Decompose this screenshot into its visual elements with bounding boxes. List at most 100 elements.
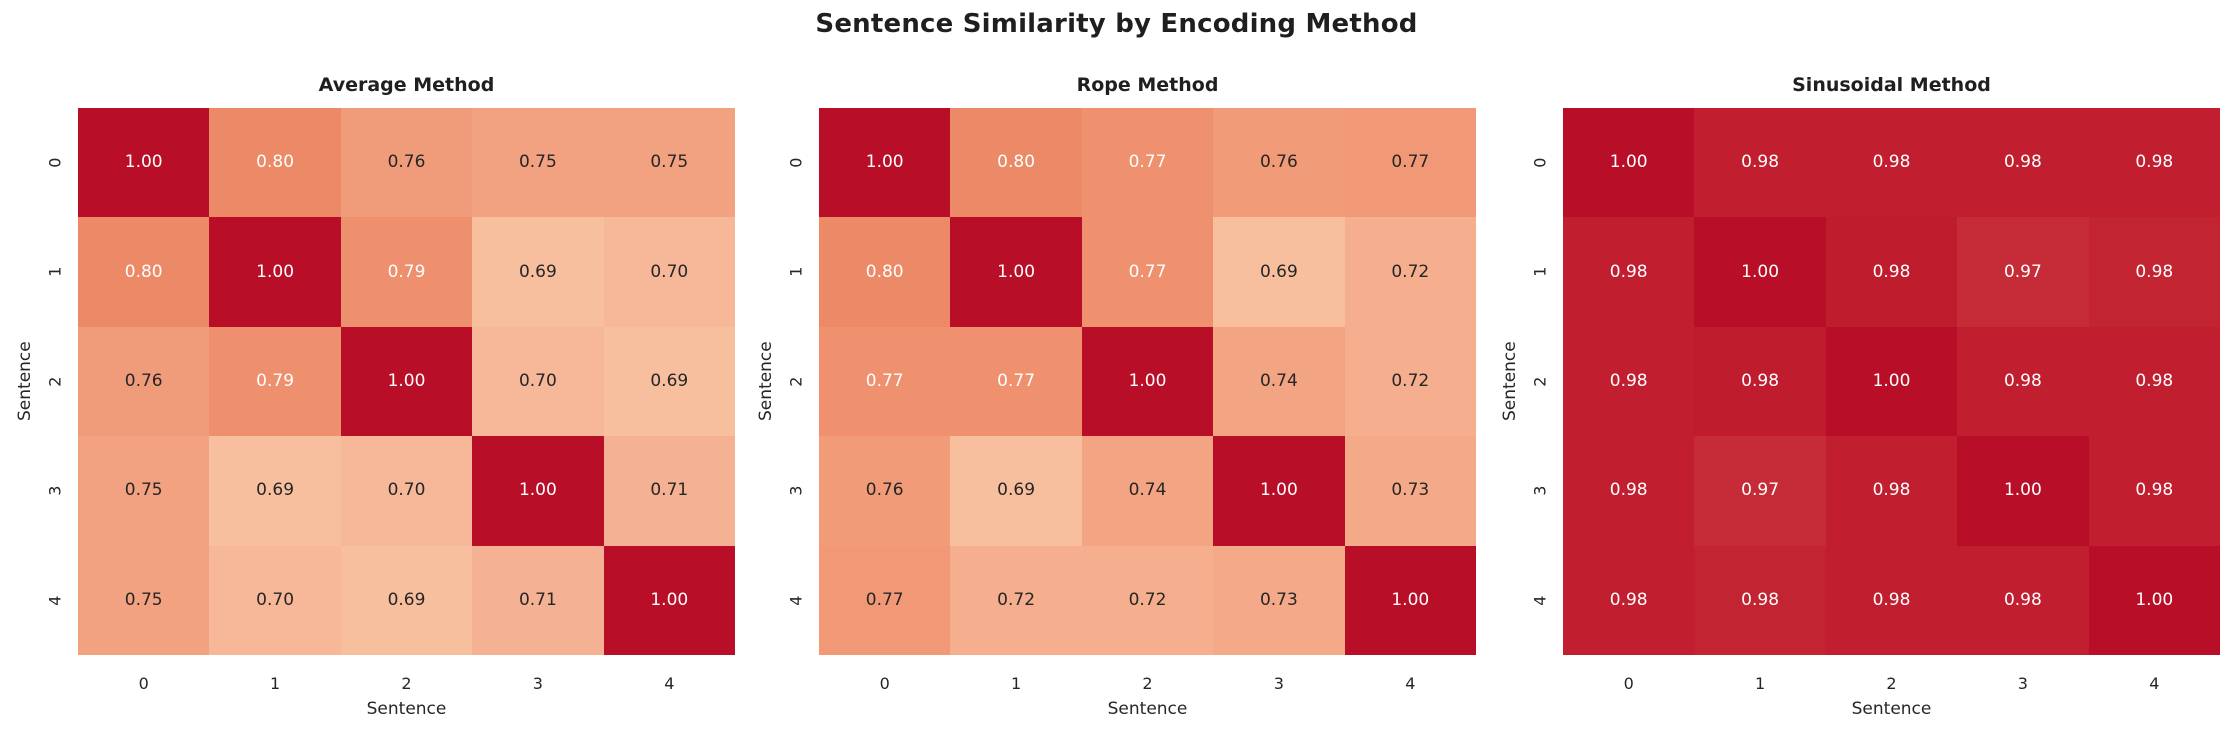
x-tick-label: 1	[1011, 674, 1022, 693]
heatmap-cell: 0.70	[340, 436, 473, 546]
x-tick-label: 2	[1886, 674, 1897, 693]
heatmap-cell: 0.73	[1344, 436, 1476, 546]
heatmap-cell: 0.75	[78, 545, 210, 655]
x-axis-label: Sentence	[366, 699, 447, 719]
figure-title: Sentence Similarity by Encoding Method	[815, 9, 1418, 39]
heatmap-cell: 0.70	[209, 545, 341, 655]
heatmap-cell: 0.76	[340, 108, 473, 218]
heatmap-cell: 0.79	[340, 217, 473, 327]
heatmap-cell: 0.69	[472, 217, 604, 327]
heatmap-cell: 0.98	[2088, 108, 2220, 218]
heatmap-cell: 0.97	[1957, 217, 2089, 327]
heatmap-cell: 0.98	[1957, 545, 2089, 655]
heatmap-grid: 1.00 0.98 0.98 0.98 0.98 0.98 1.00 0.98 0.97 0.98…	[1563, 108, 2220, 655]
heatmap-cell: 0.77	[1081, 217, 1214, 327]
heatmap-cell: 1.00	[950, 217, 1082, 327]
x-tick-labels: 0 1 2 3 4	[819, 672, 1476, 696]
heatmap-cell: 0.98	[1825, 545, 1958, 655]
heatmap-cell: 0.98	[1957, 326, 2089, 437]
x-tick-label: 4	[1405, 674, 1416, 693]
heatmap-cell: 1.00	[1694, 217, 1826, 327]
heatmap-cell: 0.69	[950, 436, 1082, 546]
heatmap-cell: 0.69	[340, 545, 473, 655]
heatmap-cell: 0.74	[1213, 326, 1345, 437]
heatmap-cell: 0.98	[1957, 108, 2089, 218]
heatmap-cell: 1.00	[1081, 326, 1214, 437]
heatmap-cell: 0.77	[819, 326, 951, 437]
heatmap-cell: 0.76	[819, 436, 951, 546]
x-tick-label: 3	[532, 674, 543, 693]
heatmap-cell: 0.80	[950, 108, 1082, 218]
x-tick-label: 1	[1755, 674, 1766, 693]
x-tick-label: 4	[2149, 674, 2160, 693]
heatmap-cell: 0.98	[1825, 436, 1958, 546]
heatmap-cell: 0.80	[209, 108, 341, 218]
heatmap-grid: 1.00 0.80 0.77 0.76 0.77 0.80 1.00 0.77 0.69 0.72…	[819, 108, 1476, 655]
heatmap-cell: 0.79	[209, 326, 341, 437]
x-tick-label: 3	[2017, 674, 2028, 693]
heatmap-cell: 1.00	[1563, 108, 1695, 218]
x-tick-label: 0	[879, 674, 890, 693]
x-tick-label: 0	[138, 674, 149, 693]
heatmap-cell: 0.72	[950, 545, 1082, 655]
heatmap-cell: 1.00	[2088, 545, 2220, 655]
panel-title: Sinusoidal Method	[1792, 74, 1991, 96]
x-tick-label: 1	[270, 674, 281, 693]
heatmap-cell: 0.75	[472, 108, 604, 218]
heatmap-cell: 0.77	[1081, 108, 1214, 218]
heatmap-cell: 1.00	[1213, 436, 1345, 546]
heatmap-cell: 0.71	[472, 545, 604, 655]
heatmap-cell: 1.00	[78, 108, 210, 218]
heatmap-cell: 0.76	[1213, 108, 1345, 218]
heatmap-cell: 1.00	[819, 108, 951, 218]
heatmap-cell: 0.72	[1344, 326, 1476, 437]
heatmap-cell: 1.00	[472, 436, 604, 546]
heatmap-cell: 0.98	[2088, 326, 2220, 437]
heatmap-cell: 1.00	[209, 217, 341, 327]
heatmap-cell: 0.69	[1213, 217, 1345, 327]
heatmap-cell: 0.72	[1081, 545, 1214, 655]
panel-title: Average Method	[318, 74, 495, 96]
heatmap-cell: 0.98	[1694, 545, 1826, 655]
heatmap-cell: 0.70	[472, 326, 604, 437]
x-tick-label: 3	[1273, 674, 1284, 693]
heatmap-cell: 0.98	[1563, 326, 1695, 437]
x-tick-label: 2	[401, 674, 412, 693]
heatmap-cell: 1.00	[340, 326, 473, 437]
heatmap-cell: 0.77	[950, 326, 1082, 437]
x-tick-label: 0	[1623, 674, 1634, 693]
heatmap-cell: 1.00	[1825, 326, 1958, 437]
heatmap-cell: 0.98	[1563, 436, 1695, 546]
heatmap-cell: 0.97	[1694, 436, 1826, 546]
heatmap-cell: 0.69	[603, 326, 735, 437]
heatmap-cell: 0.98	[2088, 217, 2220, 327]
heatmap-grid: 1.00 0.80 0.76 0.75 0.75 0.80 1.00 0.79 0.69 0.70…	[78, 108, 735, 655]
heatmap-cell: 0.80	[78, 217, 210, 327]
heatmap-cell: 0.73	[1213, 545, 1345, 655]
x-tick-labels: 0 1 2 3 4	[78, 672, 735, 696]
heatmap-cell: 0.98	[2088, 436, 2220, 546]
heatmap-cell: 0.75	[78, 436, 210, 546]
panel-title: Rope Method	[1076, 74, 1219, 96]
heatmap-cell: 0.98	[1563, 545, 1695, 655]
heatmap-cell: 1.00	[603, 545, 735, 655]
x-tick-label: 4	[664, 674, 675, 693]
heatmap-cell: 0.70	[603, 217, 735, 327]
heatmap-cell: 0.77	[819, 545, 951, 655]
heatmap-cell: 1.00	[1344, 545, 1476, 655]
heatmap-cell: 0.98	[1694, 326, 1826, 437]
heatmap-cell: 0.98	[1825, 108, 1958, 218]
heatmap-cell: 0.98	[1694, 108, 1826, 218]
heatmap-cell: 0.80	[819, 217, 951, 327]
heatmap-cell: 0.98	[1825, 217, 1958, 327]
x-tick-labels: 0 1 2 3 4	[1563, 672, 2220, 696]
heatmap-cell: 0.98	[1563, 217, 1695, 327]
heatmap-cell: 0.75	[603, 108, 735, 218]
